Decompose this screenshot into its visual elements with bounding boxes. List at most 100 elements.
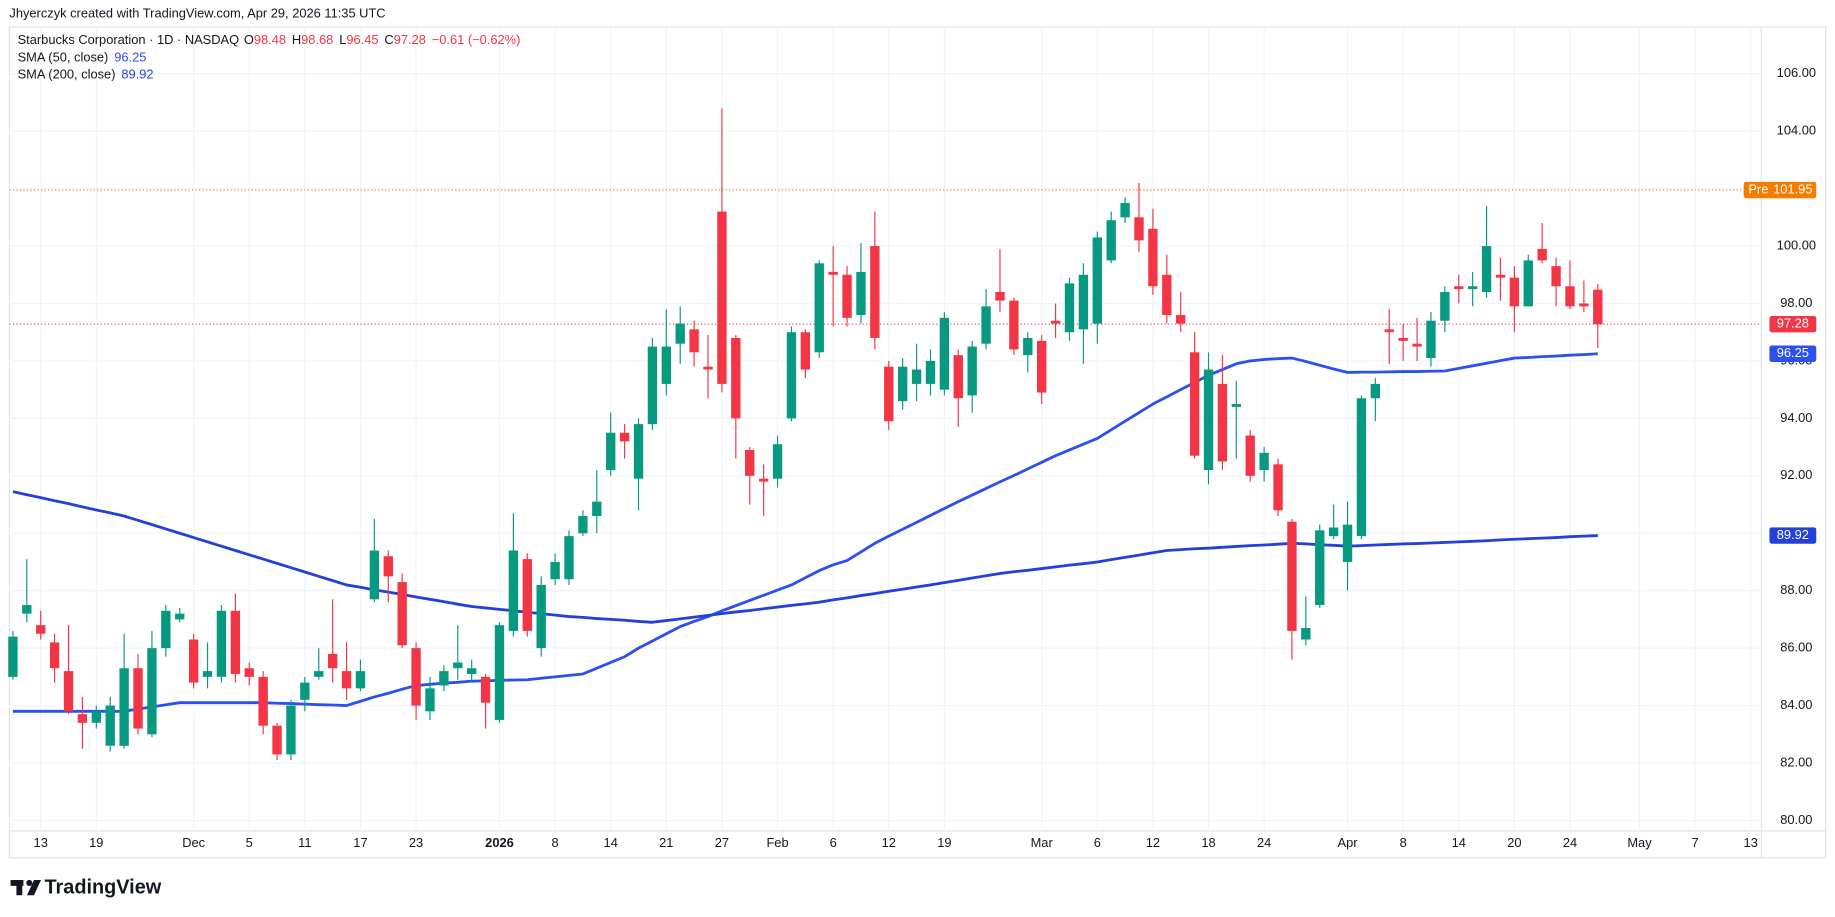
x-tick-label: 2026: [485, 835, 514, 850]
candle-body: [1189, 352, 1200, 456]
candle-body: [1370, 383, 1381, 399]
candle-body: [147, 648, 157, 735]
candle-body: [564, 536, 574, 580]
legend-field: O: [244, 32, 254, 47]
candle-body: [1481, 246, 1492, 293]
candle-body: [453, 662, 463, 669]
candle-body: [91, 711, 102, 723]
candle-body: [939, 317, 950, 390]
x-tick-label: 13: [1744, 835, 1758, 850]
x-tick-label: 8: [1400, 835, 1407, 850]
candle-body: [522, 559, 532, 631]
price-tag: 89.92: [1769, 527, 1817, 544]
candle-body: [8, 636, 18, 677]
axis: 80.0082.0084.0086.0088.0090.0092.0094.00…: [34, 65, 1817, 850]
legend-change: −0.61 (−0.62%): [432, 32, 521, 47]
candle-body: [772, 444, 783, 479]
candle-body: [49, 642, 60, 669]
candle-body: [1009, 300, 1019, 350]
price-tag-value: 89.92: [1777, 527, 1809, 542]
candle-body: [536, 584, 546, 649]
candle-body: [828, 271, 838, 275]
x-tick-label: 12: [1146, 835, 1160, 850]
candle-body: [619, 432, 630, 442]
candle-body: [1203, 369, 1214, 471]
candle-body: [703, 366, 713, 370]
candle-body: [1398, 337, 1408, 341]
logo-text: TradingView: [45, 876, 162, 898]
candle-body: [995, 292, 1005, 301]
candle-body: [314, 671, 324, 677]
y-tick-label: 84.00: [1780, 697, 1812, 712]
candle-body: [1064, 283, 1075, 333]
candle-body: [1176, 314, 1186, 324]
legend-field: H: [292, 32, 301, 47]
candle-body: [1050, 320, 1061, 324]
y-tick-label: 80.00: [1780, 812, 1812, 827]
candle-body: [842, 274, 852, 318]
candle-body: [897, 366, 908, 402]
logo-icon: [26, 880, 41, 896]
x-tick-label: 24: [1257, 835, 1271, 850]
sma-line: [12, 490, 1598, 624]
y-tick-label: 86.00: [1780, 640, 1812, 655]
price-tag-box: [1769, 527, 1817, 544]
x-tick-label: 24: [1563, 835, 1577, 850]
candle-body: [786, 332, 797, 419]
candle-body: [981, 306, 991, 344]
marks: [8, 108, 1762, 761]
legend-value: 96.45: [346, 32, 378, 47]
x-tick-label: 6: [830, 835, 837, 850]
logo: TradingView: [10, 876, 162, 898]
candle-body: [1315, 530, 1325, 606]
candle-body: [1440, 292, 1450, 321]
candle-body: [592, 501, 602, 517]
sma-legend-name: SMA (200, close): [18, 67, 116, 82]
candle-body: [63, 671, 74, 712]
x-tick-label: 7: [1692, 835, 1699, 850]
y-tick-label: 104.00: [1777, 123, 1816, 138]
candle-body: [300, 682, 310, 700]
candle-body: [1454, 286, 1464, 290]
candle-body: [258, 676, 268, 726]
x-tick-label: 8: [552, 835, 559, 850]
candle-body: [925, 360, 936, 384]
candle-body: [22, 605, 32, 614]
candle-body: [578, 516, 588, 534]
candle-body: [1092, 237, 1102, 324]
candle-body: [77, 714, 88, 723]
x-tick-label: 13: [34, 835, 48, 850]
sma-legend-value: 89.92: [121, 67, 153, 82]
candle-body: [745, 449, 755, 476]
candle-body: [953, 355, 963, 399]
candle-body: [327, 653, 338, 669]
candle-body: [467, 668, 477, 674]
grid: [9, 26, 1762, 831]
candle-body: [439, 671, 449, 686]
candle-body: [967, 346, 977, 396]
candle-body: [1342, 524, 1353, 562]
sma-legend: SMA (200, close) 89.92: [18, 67, 154, 82]
sma-legend: SMA (50, close) 96.25: [18, 50, 147, 65]
x-tick-label: 17: [353, 835, 367, 850]
legend-value: 98.68: [301, 32, 333, 47]
x-tick-label: 27: [715, 835, 729, 850]
x-tick-label: 23: [409, 835, 423, 850]
candle-body: [480, 676, 491, 703]
candle-body: [717, 211, 727, 384]
candle-body: [105, 705, 115, 746]
candle-body: [36, 625, 46, 634]
candle-body: [1467, 286, 1478, 290]
candle-body: [286, 705, 296, 755]
sma-line: [12, 352, 1598, 713]
price-tag-box: [1769, 315, 1817, 333]
y-tick-label: 98.00: [1780, 295, 1812, 310]
candle-body: [870, 246, 880, 338]
candle-body: [508, 550, 519, 631]
price-tag: Pre 101.95: [1743, 181, 1817, 199]
candle-body: [675, 323, 685, 344]
candle-body: [1106, 220, 1116, 261]
candle-body: [1565, 286, 1575, 307]
candle-body: [341, 671, 352, 689]
